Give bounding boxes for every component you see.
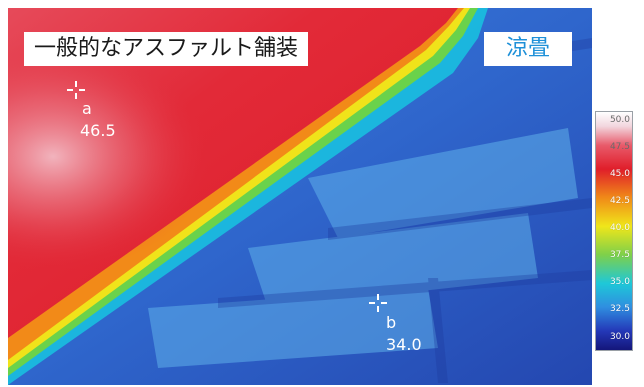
asphalt-label: 一般的なアスファルト舗装 bbox=[24, 32, 309, 66]
point-a-label: a bbox=[82, 99, 92, 118]
thermal-image-graphic bbox=[8, 8, 592, 385]
point-b-temperature: 34.0 bbox=[386, 335, 422, 354]
scale-tick: 35.0 bbox=[609, 277, 630, 287]
scale-tick: 32.5 bbox=[609, 304, 630, 314]
crosshair-icon bbox=[66, 80, 86, 100]
scale-tick: 40.0 bbox=[609, 223, 630, 233]
scale-tick: 30.0 bbox=[609, 332, 630, 342]
point-a-temperature: 46.5 bbox=[80, 121, 116, 140]
temperature-color-scale: 50.0 47.5 45.0 42.5 40.0 37.5 35.0 32.5 … bbox=[595, 111, 633, 351]
thermal-image bbox=[8, 8, 592, 385]
scale-tick: 45.0 bbox=[609, 169, 630, 179]
crosshair-icon bbox=[368, 293, 388, 313]
scale-tick: 47.5 bbox=[609, 142, 630, 152]
point-b-label: b bbox=[386, 313, 397, 332]
suzutatami-label: 涼畳 bbox=[484, 32, 573, 66]
scale-tick: 42.5 bbox=[609, 196, 630, 206]
scale-tick: 37.5 bbox=[609, 250, 630, 260]
scale-tick: 50.0 bbox=[609, 115, 630, 125]
